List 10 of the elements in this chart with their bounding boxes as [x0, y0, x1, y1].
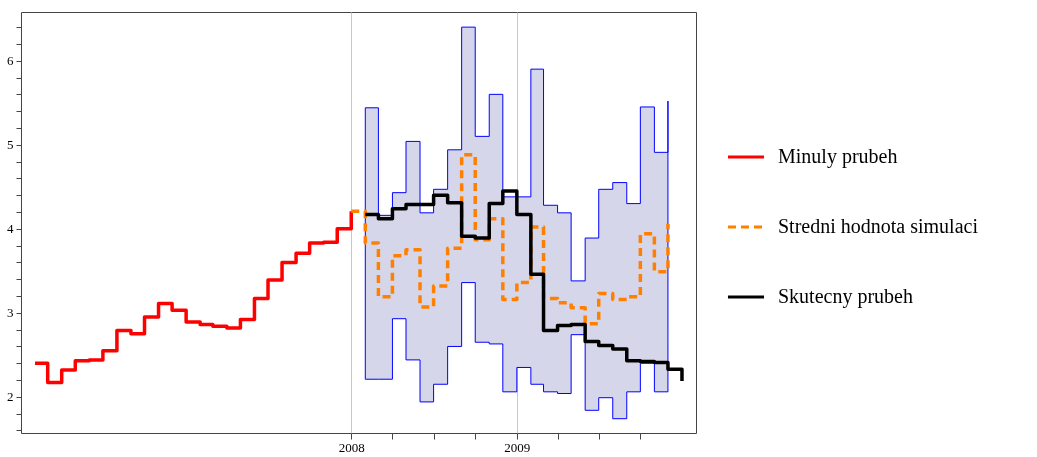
- y-tick-label: 4: [7, 221, 14, 237]
- y-tick-label: 6: [7, 53, 14, 69]
- legend-label: Minuly prubeh: [778, 145, 898, 168]
- y-tick-label: 5: [7, 137, 14, 153]
- legend-label: Stredni hodnota simulaci: [778, 215, 979, 237]
- y-tick-label: 2: [7, 389, 14, 405]
- legend-label: Skutecny prubeh: [778, 285, 913, 308]
- x-tick-label: 2008: [338, 439, 365, 455]
- y-tick-label: 3: [7, 305, 14, 321]
- x-tick-label: 2009: [504, 439, 531, 455]
